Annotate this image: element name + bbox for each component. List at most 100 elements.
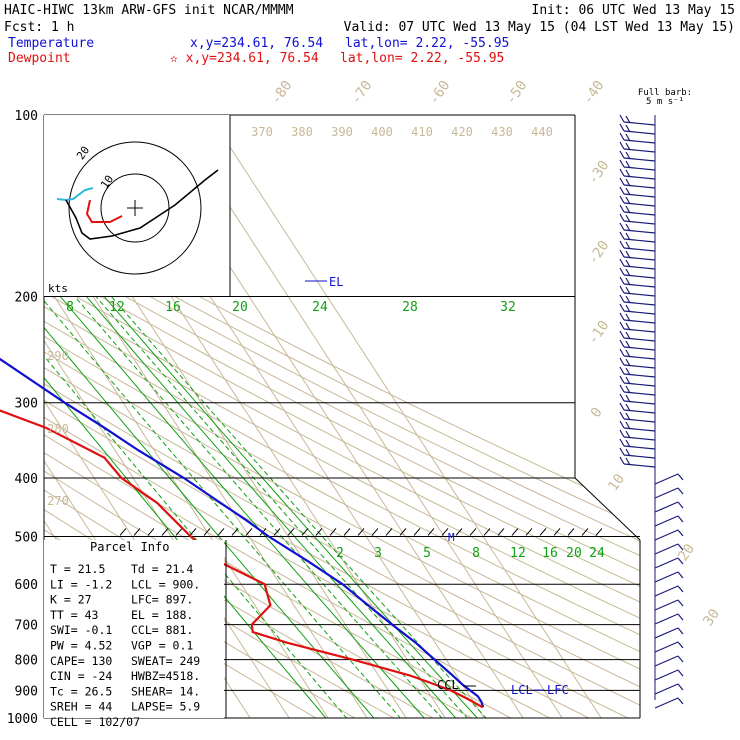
dry-adiabat-line (44, 115, 576, 718)
ccl-label: CCL (437, 678, 459, 692)
wind-barb-flag (619, 168, 625, 177)
parcel-info-row: LI = -1.2 (50, 577, 112, 591)
dewpoint-line (0, 409, 484, 709)
wind-barb (654, 571, 684, 583)
wind-barb-shaft (623, 463, 656, 468)
isotherm-label: -70 (348, 78, 376, 108)
isotherm-line (190, 115, 610, 718)
isotherm-label: -80 (268, 78, 296, 108)
wind-barb-flag (619, 456, 625, 465)
level-tick (343, 528, 351, 536)
level-tick (539, 528, 547, 536)
mixing-ratio-line (48, 282, 436, 718)
theta-label: 410 (411, 125, 433, 139)
wind-barb-shaft (623, 310, 656, 315)
dry-adiabat-line (44, 115, 640, 718)
wind-barb (619, 411, 656, 423)
wind-barb (619, 204, 656, 216)
wind-barb-flag (625, 151, 631, 160)
pressure-tick-label: 500 (15, 530, 38, 545)
wind-barb-shaft (623, 418, 656, 423)
wind-barb-flag (619, 393, 625, 402)
wind-barb-flag (619, 438, 625, 447)
parcel-info-row: Tc = 26.5 (50, 684, 112, 698)
header-title: HAIC-HIWC 13km ARW-GFS init NCAR/MMMM (4, 3, 294, 18)
wind-barb-shaft (623, 157, 656, 162)
wind-barb-flag (625, 268, 631, 277)
dewpoint-legend: Dewpoint (8, 51, 71, 66)
level-tick (441, 528, 449, 536)
level-tick (287, 528, 295, 536)
wind-barb (619, 330, 656, 342)
wind-barb-flag (619, 357, 625, 366)
wind-barb-flag (625, 187, 631, 196)
wind-barb-flag (677, 585, 684, 593)
hodograph-ring-label: 20 (74, 144, 92, 162)
wind-barb-flag (619, 132, 625, 141)
wind-barb (654, 655, 684, 667)
isotherm-label: -60 (426, 78, 454, 108)
wind-barb-flag (677, 641, 684, 649)
mixing-ratio-line (63, 282, 454, 718)
wind-barb-flag (625, 160, 631, 169)
wind-barb-flag (625, 448, 631, 457)
dry-adiabat-line (44, 115, 640, 718)
wind-barb-shaft (623, 220, 656, 225)
mixing-ratio-label: 12 (109, 300, 125, 315)
wind-barb-shaft (654, 599, 679, 611)
mixing-ratio-label: 2 (336, 546, 344, 561)
level-tick (357, 528, 365, 536)
theta-label: 430 (491, 125, 513, 139)
wind-barb (619, 258, 656, 270)
wind-barb (619, 159, 656, 171)
wind-barb-flag (619, 321, 625, 330)
wind-barb (619, 420, 656, 432)
level-tick (385, 528, 393, 536)
wind-barb-flag (677, 473, 684, 481)
wind-barb-shaft (654, 543, 679, 555)
wind-barb (619, 321, 656, 333)
wind-barb (654, 557, 684, 569)
wind-barb-flag (619, 429, 625, 438)
wind-barb-flag (619, 420, 625, 429)
wind-barb-shaft (623, 211, 656, 216)
level-tick (189, 528, 197, 536)
isotherm-line (44, 115, 376, 718)
wind-barb-flag (625, 367, 631, 376)
mixing-ratio-label: 28 (402, 300, 418, 315)
wind-barb-flag (677, 599, 684, 607)
level-tick (133, 528, 141, 536)
wind-barb-flag (677, 487, 684, 495)
wind-barb-shaft (623, 265, 656, 270)
wind-barb (654, 641, 684, 653)
wind-barb-shaft (623, 445, 656, 450)
wind-barb-shaft (623, 427, 656, 432)
wind-barb-flag (625, 223, 631, 232)
mixing-ratio-label: 32 (500, 300, 516, 315)
dry-adiabat-line (44, 115, 640, 718)
wind-barb-shaft (623, 436, 656, 441)
level-tick (231, 528, 239, 536)
wind-barb-flag (625, 358, 631, 367)
theta-label: 270 (47, 494, 69, 508)
mixing-ratio-label: 5 (423, 546, 431, 561)
parcel-info-row: LCL = 900. (131, 577, 200, 591)
sounding-series: EL M CCL LCL LFC (0, 275, 569, 709)
parcel-info-row: CIN = -24 (50, 669, 112, 683)
wind-barb-flag (619, 267, 625, 276)
isotherm-label: 20 (675, 541, 698, 564)
temperature-xy: x,y=234.61, 76.54 (190, 36, 323, 51)
level-tick (329, 528, 337, 536)
dry-adiabat-line (44, 115, 536, 718)
wind-barb-flag (677, 543, 684, 551)
wind-barb (619, 267, 656, 279)
level-tick (413, 528, 421, 536)
mixing-ratio-line (99, 282, 499, 718)
wind-barb-shaft (623, 229, 656, 234)
header-valid: Valid: 07 UTC Wed 13 May 15 (04 LST Wed … (344, 20, 735, 35)
mixing-ratio-label: 8 (66, 300, 74, 315)
wind-barb-flag (619, 330, 625, 339)
wind-barb (619, 357, 656, 369)
wind-barb-shaft (623, 301, 656, 306)
wind-barb (619, 123, 656, 135)
